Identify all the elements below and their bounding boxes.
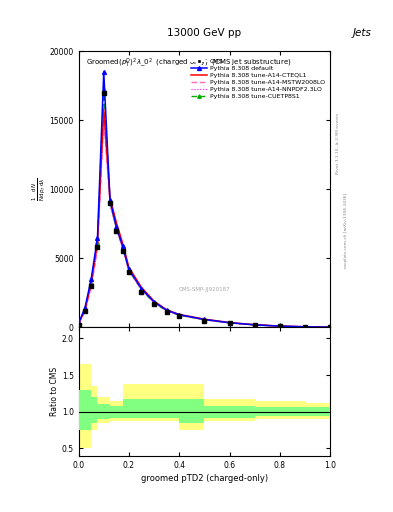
X-axis label: groomed pTD2 (charged-only): groomed pTD2 (charged-only) (141, 474, 268, 483)
Text: Jets: Jets (353, 28, 371, 38)
Legend: CMS, Pythia 8.308 default, Pythia 8.308 tune-A14-CTEQL1, Pythia 8.308 tune-A14-M: CMS, Pythia 8.308 default, Pythia 8.308 … (189, 57, 327, 101)
Text: mcplots.cern.ch [arXiv:1306.3436]: mcplots.cern.ch [arXiv:1306.3436] (344, 193, 348, 268)
Text: Rivet 3.1.10, ≥ 2.9M events: Rivet 3.1.10, ≥ 2.9M events (336, 113, 340, 174)
Text: Groomed$(p_T^D)^2\lambda\_0^2$  (charged only)  (CMS jet substructure): Groomed$(p_T^D)^2\lambda\_0^2$ (charged … (86, 57, 292, 70)
Text: CMS-SMP-JJ920187: CMS-SMP-JJ920187 (178, 287, 230, 291)
Text: 13000 GeV pp: 13000 GeV pp (167, 28, 241, 38)
Y-axis label: $\frac{1}{\mathrm{N}}\frac{\mathrm{d}N}{\mathrm{d}p_T\,\mathrm{d}\lambda}$: $\frac{1}{\mathrm{N}}\frac{\mathrm{d}N}{… (30, 178, 47, 201)
Y-axis label: Ratio to CMS: Ratio to CMS (50, 367, 59, 416)
